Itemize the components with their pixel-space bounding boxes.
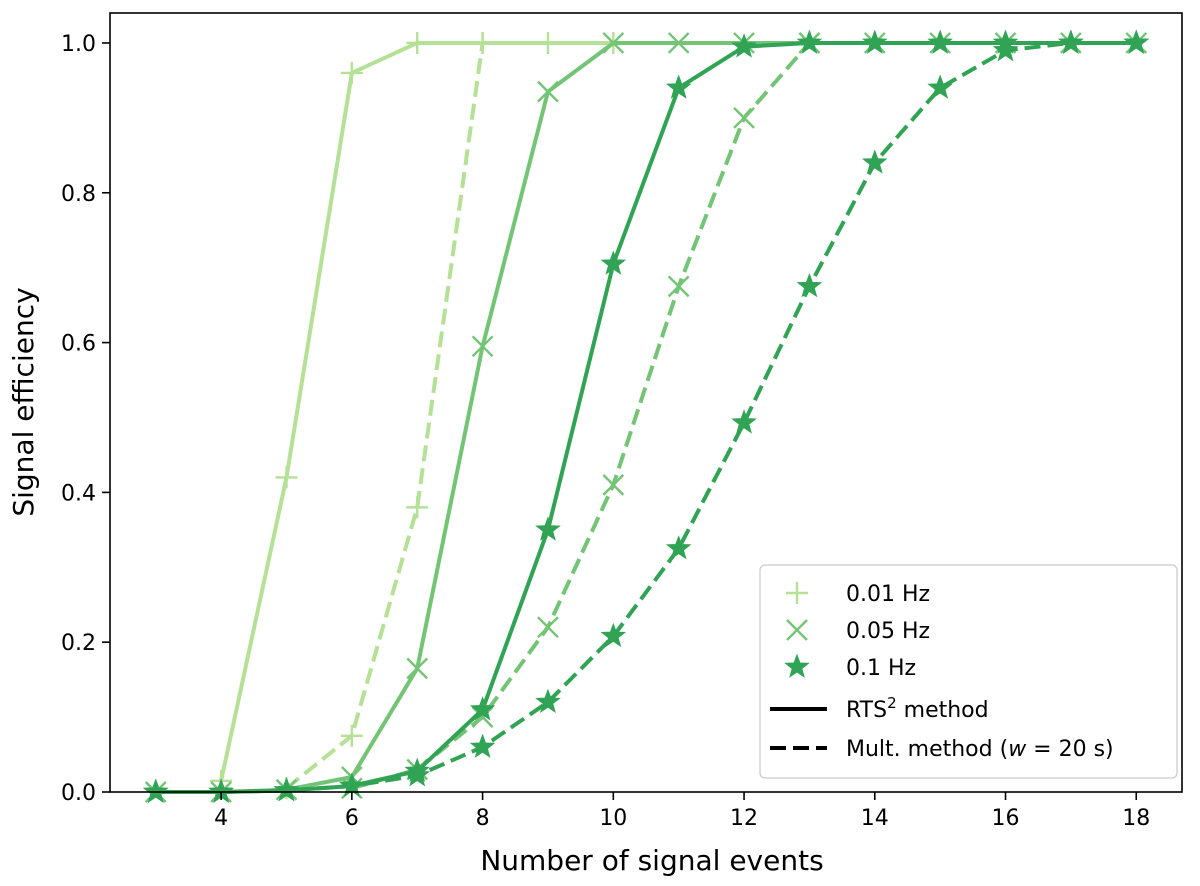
data-point — [1058, 29, 1084, 54]
x-tick-label: 10 — [599, 806, 627, 831]
data-point — [992, 37, 1019, 62]
series-layer — [142, 29, 1150, 803]
legend-label: RTS2 method — [846, 694, 989, 723]
x-tick-label: 6 — [345, 806, 359, 831]
data-point — [927, 29, 953, 54]
legend-item: Mult. method (w = 20 s) — [770, 737, 1114, 762]
legend-marker-star — [784, 653, 810, 678]
series-line — [155, 40, 1137, 794]
legend-marker-x — [786, 619, 808, 641]
legend-item: 0.1 Hz — [784, 653, 916, 681]
data-point — [340, 61, 363, 84]
data-point — [537, 616, 559, 639]
data-point — [861, 29, 888, 54]
data-point — [340, 724, 363, 747]
data-point — [471, 335, 494, 358]
data-point — [406, 657, 429, 680]
data-point — [796, 272, 823, 298]
legend-marker-plus — [786, 582, 808, 604]
data-point — [273, 777, 300, 802]
data-point — [731, 33, 757, 58]
legend-label: 0.1 Hz — [846, 656, 916, 681]
data-point — [665, 74, 692, 99]
data-point — [600, 250, 627, 275]
y-tick-label: 0.2 — [61, 631, 96, 656]
data-point — [471, 706, 494, 728]
legend-item: 0.01 Hz — [786, 582, 930, 607]
data-point — [535, 688, 561, 713]
x-tick-label: 14 — [861, 806, 889, 831]
data-point — [667, 275, 690, 298]
legend-label: 0.01 Hz — [846, 582, 930, 607]
data-point — [469, 733, 496, 758]
data-point — [796, 29, 823, 54]
data-point — [404, 762, 431, 787]
data-point — [535, 516, 561, 541]
y-tick-label: 0.8 — [61, 182, 96, 207]
y-tick-label: 1.0 — [61, 32, 96, 57]
data-point — [602, 474, 625, 496]
series-0.1-Hz-dashed — [142, 29, 1150, 803]
legend-item: 0.05 Hz — [786, 619, 930, 644]
legend-label: Mult. method (w = 20 s) — [846, 737, 1114, 762]
data-point — [537, 80, 559, 103]
x-tick-label: 16 — [992, 806, 1020, 831]
data-point — [602, 32, 625, 54]
x-tick-label: 18 — [1122, 806, 1150, 831]
data-point — [600, 622, 627, 648]
data-point — [142, 778, 169, 803]
x-tick-label: 4 — [214, 806, 228, 831]
legend-item: RTS2 method — [770, 694, 989, 723]
legend: 0.01 Hz 0.05 Hz 0.1 Hz RTS2 method Mult. met… — [759, 564, 1178, 779]
legend-box — [759, 564, 1178, 779]
x-axis-label: Number of signal events — [480, 844, 823, 877]
y-tick-label: 0.4 — [61, 481, 96, 506]
data-point — [861, 149, 888, 174]
data-point — [733, 107, 755, 129]
series-line — [285, 42, 485, 790]
data-point — [1123, 29, 1150, 54]
plot-frame — [109, 12, 1183, 793]
data-point — [731, 409, 757, 434]
data-point — [667, 32, 690, 54]
x-axis: 4 6 8 10 12 14 16 18 — [214, 792, 1150, 831]
data-point — [927, 74, 953, 99]
data-point — [275, 466, 298, 489]
y-tick-label: 0.0 — [61, 781, 96, 806]
y-axis-label: Signal efficiency — [7, 287, 40, 516]
data-point — [469, 696, 496, 721]
x-tick-label: 8 — [476, 806, 490, 831]
legend-label: 0.05 Hz — [846, 619, 930, 644]
y-axis: 0.0 0.2 0.4 0.6 0.8 1.0 — [61, 32, 110, 806]
y-tick-label: 0.6 — [61, 332, 96, 357]
x-tick-label: 12 — [730, 806, 758, 831]
data-point — [339, 772, 365, 797]
data-point — [406, 31, 429, 54]
data-point — [536, 31, 559, 54]
data-point — [406, 496, 429, 519]
data-point — [665, 535, 692, 560]
data-point — [471, 31, 494, 54]
